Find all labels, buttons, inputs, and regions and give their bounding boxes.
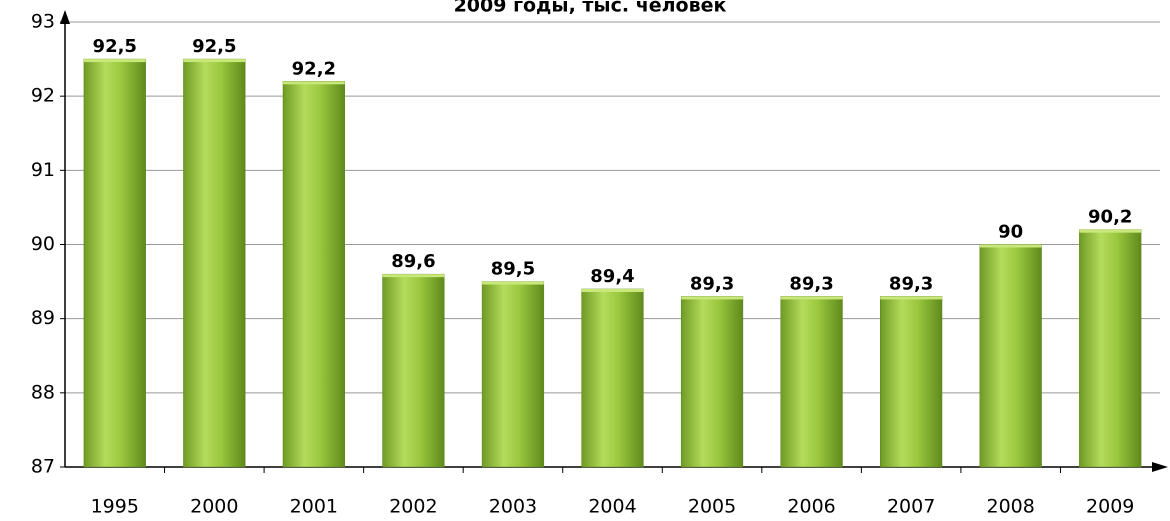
- bar-top: [979, 244, 1042, 248]
- x-tick-label: 2007: [887, 496, 935, 518]
- value-label: 92,2: [292, 58, 336, 79]
- x-tick-label: 2008: [987, 496, 1035, 518]
- chart-title: 2009 годы, тыс. человек: [454, 0, 727, 17]
- bar-top: [780, 296, 843, 300]
- bar: [382, 273, 445, 468]
- value-label: 90,2: [1088, 207, 1132, 228]
- y-tick-label: 90: [31, 233, 55, 255]
- x-tick-label: 2000: [190, 496, 238, 518]
- x-tick-label: 1995: [91, 496, 139, 518]
- x-tick-label: 2009: [1086, 496, 1134, 518]
- value-label: 89,3: [690, 273, 734, 294]
- bar: [481, 281, 545, 468]
- x-axis-arrow: [1152, 462, 1168, 472]
- bar: [880, 296, 943, 468]
- bar-top: [482, 281, 544, 285]
- y-tick-label: 88: [31, 381, 55, 403]
- value-label: 89,3: [889, 273, 933, 294]
- bar-top: [283, 81, 345, 85]
- y-tick-label: 87: [31, 456, 55, 478]
- x-tick-label: 2003: [489, 496, 537, 518]
- bar: [83, 58, 146, 468]
- value-label: 92,5: [192, 36, 236, 57]
- value-label: 90: [998, 222, 1023, 243]
- x-tick-label: 2004: [588, 496, 636, 518]
- bar-top: [681, 296, 743, 300]
- value-label: 89,3: [789, 273, 833, 294]
- value-label: 92,5: [93, 36, 137, 57]
- bar-top: [1079, 229, 1142, 233]
- bar-top: [382, 274, 445, 278]
- bar: [780, 296, 843, 468]
- x-tick-label: 2005: [688, 496, 736, 518]
- value-label: 89,4: [590, 266, 634, 287]
- bar: [183, 58, 246, 468]
- value-label: 89,6: [391, 251, 435, 272]
- x-tick-label: 2001: [290, 496, 338, 518]
- y-tick-label: 89: [31, 307, 55, 329]
- y-tick-label: 92: [31, 85, 55, 107]
- x-tick-label: 2002: [389, 496, 437, 518]
- bar: [282, 81, 345, 468]
- y-axis-arrow: [60, 10, 70, 24]
- x-tick-label: 2006: [787, 496, 835, 518]
- y-tick-label: 93: [31, 11, 55, 33]
- bar-top: [83, 59, 146, 63]
- bar: [979, 244, 1042, 468]
- bar: [1079, 229, 1142, 468]
- y-tick-label: 91: [31, 159, 55, 181]
- value-label: 89,5: [491, 259, 535, 280]
- bar-top: [880, 296, 942, 300]
- bar: [581, 288, 644, 468]
- bar-top: [183, 59, 246, 63]
- bar-top: [581, 289, 644, 292]
- bar: [680, 296, 744, 468]
